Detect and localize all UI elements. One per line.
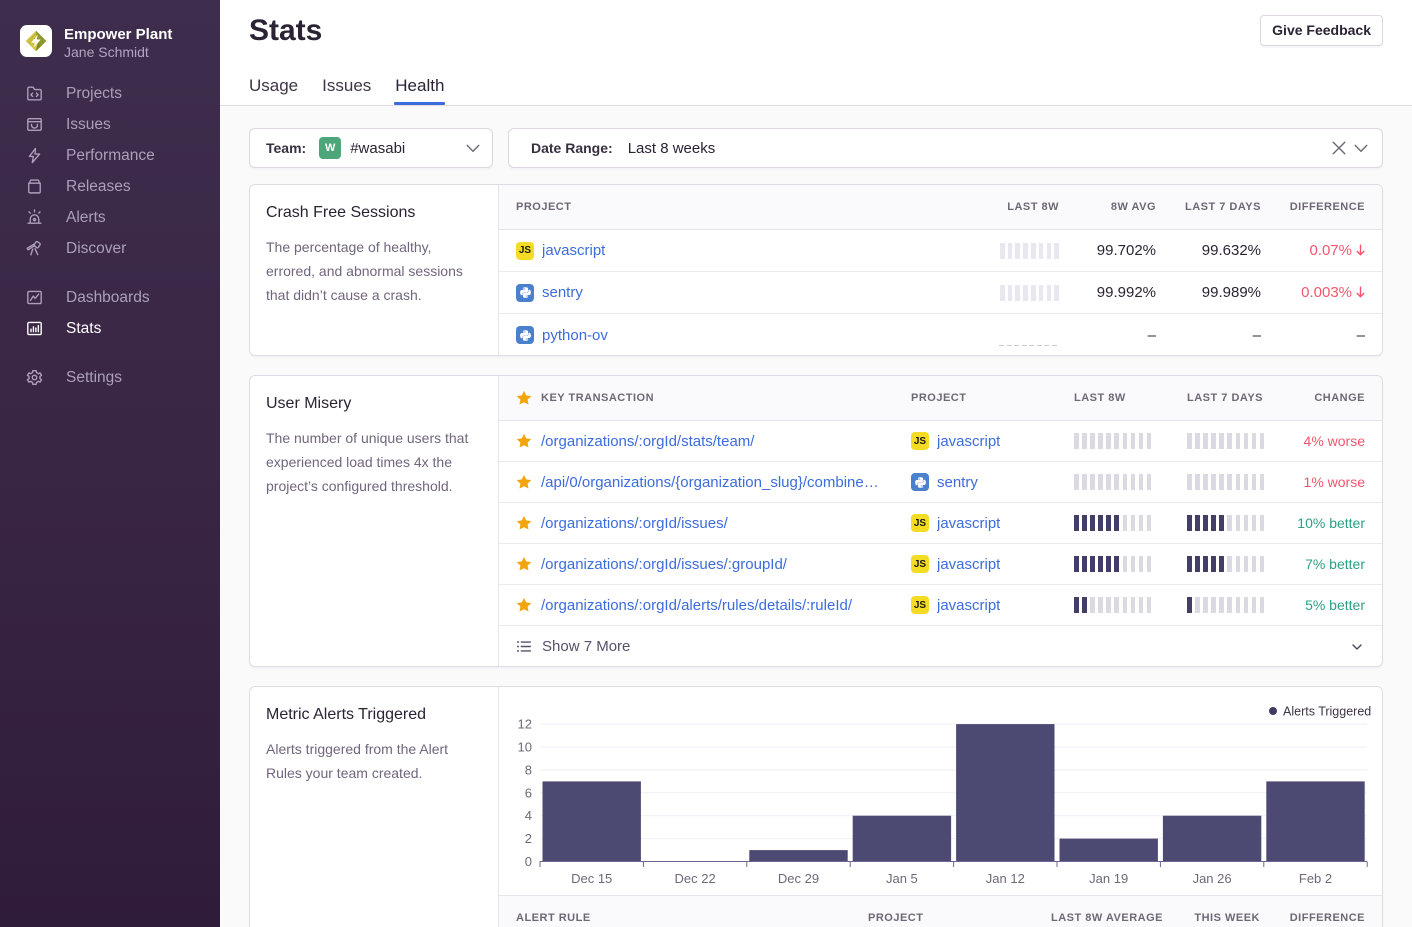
svg-text:12: 12: [518, 717, 532, 732]
svg-text:Jan 5: Jan 5: [886, 871, 918, 886]
svg-text:Jan 12: Jan 12: [986, 871, 1025, 886]
svg-text:Dec 29: Dec 29: [778, 871, 819, 886]
svg-text:Dec 22: Dec 22: [674, 871, 715, 886]
svg-text:Jan 19: Jan 19: [1089, 871, 1128, 886]
svg-text:0: 0: [525, 854, 532, 869]
svg-text:4: 4: [525, 808, 532, 823]
svg-text:Jan 26: Jan 26: [1193, 871, 1232, 886]
svg-text:8: 8: [525, 762, 532, 777]
svg-text:6: 6: [525, 785, 532, 800]
svg-text:Alerts Triggered: Alerts Triggered: [1283, 705, 1371, 719]
svg-text:10: 10: [518, 740, 532, 755]
svg-text:2: 2: [525, 831, 532, 846]
svg-text:Dec 15: Dec 15: [571, 871, 612, 886]
svg-text:Feb 2: Feb 2: [1299, 871, 1332, 886]
